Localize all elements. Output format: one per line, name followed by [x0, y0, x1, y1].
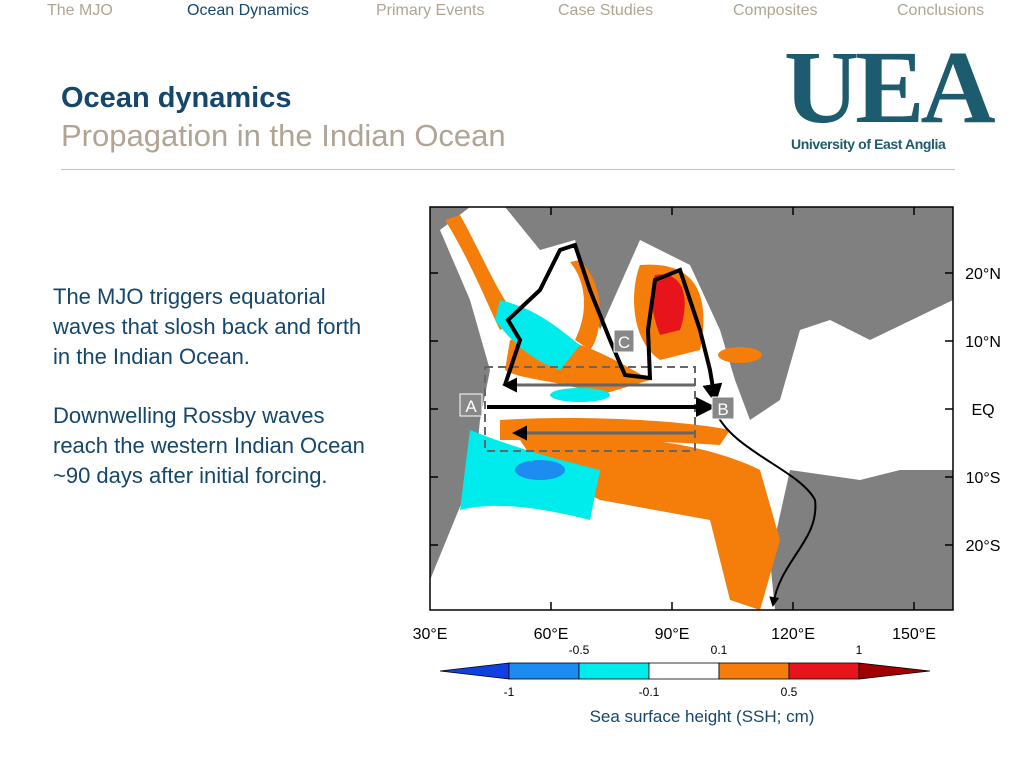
lon-label: 90°E [655, 626, 690, 643]
title: Ocean dynamics [61, 82, 292, 114]
point-label: B [717, 400, 728, 419]
map: A B C [430, 207, 953, 610]
colorbar-label: 1 [856, 643, 863, 657]
paragraph: The MJO triggers equatorial waves that s… [53, 284, 362, 369]
nav-item[interactable]: Ocean Dynamics [187, 2, 309, 19]
lon-label: 30°E [413, 626, 448, 643]
divider [61, 169, 955, 170]
colorbar [439, 662, 931, 680]
lon-label: 150°E [892, 626, 936, 643]
figure-caption: Sea surface height (SSH; cm) [590, 707, 815, 726]
colorbar-label: -0.1 [639, 685, 660, 699]
point-label: C [618, 333, 630, 352]
subtitle: Propagation in the Indian Ocean [61, 118, 506, 153]
lon-label: 120°E [771, 626, 815, 643]
axis-ticks [430, 207, 953, 610]
nav-item[interactable]: Case Studies [558, 2, 654, 19]
nav-item[interactable]: Composites [733, 2, 818, 19]
lat-label: EQ [971, 402, 994, 419]
nav-item[interactable]: Conclusions [897, 2, 985, 19]
nav-item[interactable]: The MJO [47, 2, 113, 19]
lat-label: 20°S [966, 538, 1001, 555]
logo-name: University of East Anglia [791, 136, 946, 152]
lat-label: 20°N [965, 266, 1001, 283]
colorbar-label: 0.5 [781, 685, 798, 699]
lat-label: 10°S [966, 470, 1001, 487]
lon-label: 60°E [534, 626, 569, 643]
nav-bar: The MJO Ocean Dynamics Primary Events Ca… [0, 0, 1024, 22]
lat-label: 10°N [965, 334, 1001, 351]
colorbar-label: -0.5 [569, 643, 590, 657]
colorbar-label: -1 [504, 685, 515, 699]
point-label: A [465, 397, 477, 416]
logo-mark: UEA [784, 30, 996, 145]
colorbar-label: 0.1 [711, 643, 728, 657]
nav-item[interactable]: Primary Events [376, 2, 485, 19]
paragraph: Downwelling Rossby waves reach the weste… [53, 403, 365, 488]
